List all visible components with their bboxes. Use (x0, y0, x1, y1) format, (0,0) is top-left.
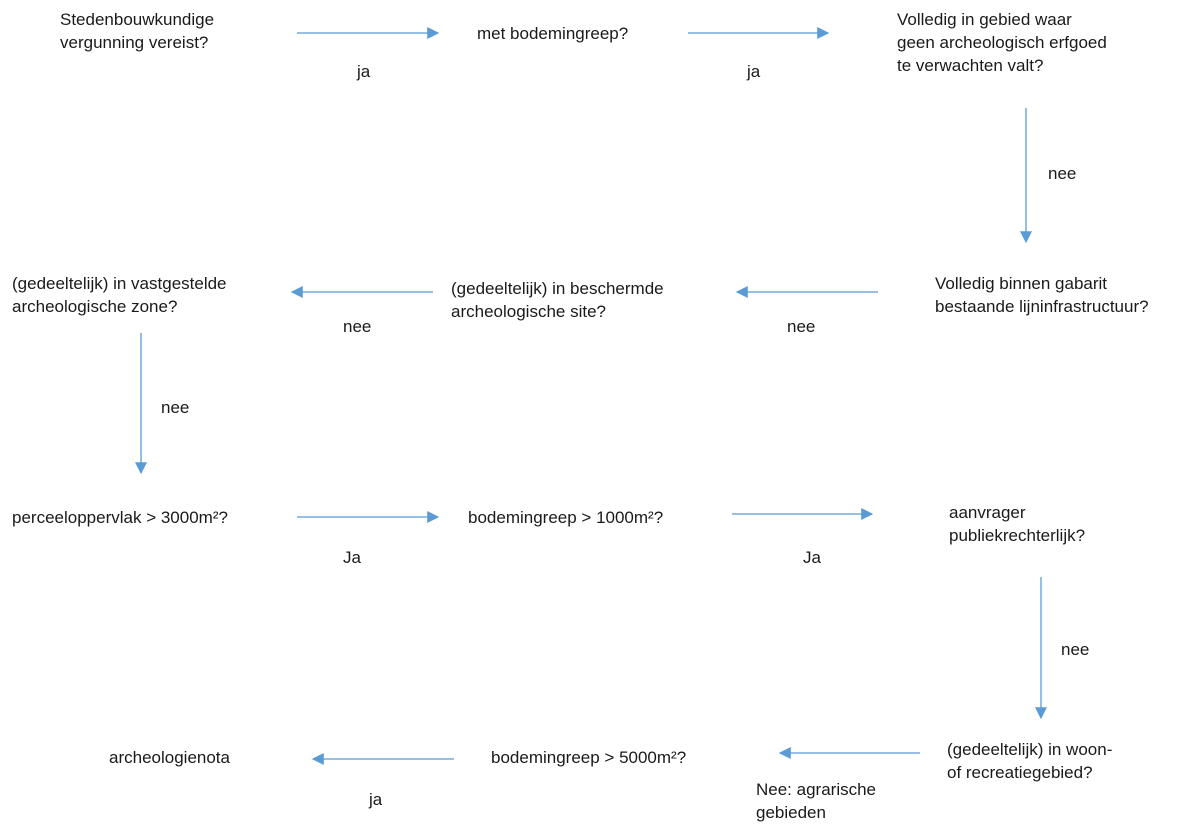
edge-label-n6-n7: nee (161, 396, 189, 419)
text-line: geen archeologisch erfgoed (897, 33, 1107, 52)
edge-label-n1-n2: ja (357, 60, 370, 83)
edge-label-n3-n4: nee (1048, 162, 1076, 185)
text-line: ja (369, 790, 383, 809)
text-line: perceeloppervlak > 3000m²? (12, 508, 228, 527)
edge-label-n10-n11: Nee: agrarische gebieden (756, 778, 876, 824)
text-line: aanvrager (949, 503, 1026, 522)
text-line: (gedeeltelijk) in vastgestelde (12, 274, 227, 293)
edge-label-n2-n3: ja (747, 60, 760, 83)
text-line: archeologische zone? (12, 297, 178, 316)
text-line: Ja (803, 548, 821, 567)
edge-label-n7-n8: Ja (343, 546, 361, 569)
text-line: Nee: agrarische (756, 780, 877, 799)
text-line: te verwachten valt? (897, 56, 1044, 75)
text-line: nee (1061, 640, 1090, 659)
text-line: ja (747, 62, 761, 81)
text-line: Stedenbouwkundige (60, 10, 215, 29)
node-lijninfrastructuur: Volledig binnen gabarit bestaande lijninf… (935, 272, 1149, 318)
node-aanvrager-publiekrechterlijk: aanvrager publiekrechterlijk? (949, 501, 1085, 547)
text-line: Volledig binnen gabarit (935, 274, 1108, 293)
text-line: met bodemingreep? (477, 24, 629, 43)
text-line: bodemingreep > 5000m²? (491, 748, 687, 767)
node-bodemingreep-1000: bodemingreep > 1000m²? (468, 506, 663, 529)
node-perceeloppervlak: perceeloppervlak > 3000m²? (12, 506, 228, 529)
text-line: archeologienota (109, 748, 230, 767)
node-geen-archeologisch-erfgoed: Volledig in gebied waar geen archeologisc… (897, 8, 1107, 77)
node-archeologienota: archeologienota (109, 746, 230, 769)
text-line: nee (1048, 164, 1077, 183)
node-vastgestelde-archeologische-zone: (gedeeltelijk) in vastgestelde archeologi… (12, 272, 227, 318)
text-line: bestaande lijninfrastructuur? (935, 297, 1149, 316)
edge-label-n5-n6: nee (343, 315, 371, 338)
node-woon-of-recreatiegebied: (gedeeltelijk) in woon-of recreatiegebie… (947, 738, 1112, 784)
node-met-bodemingreep: met bodemingreep? (477, 22, 628, 45)
text-line: Ja (343, 548, 361, 567)
text-line: nee (787, 317, 816, 336)
text-line: (gedeeltelijk) in beschermde (451, 279, 664, 298)
node-stedenbouwkundige-vergunning: Stedenbouwkundige vergunning vereist? (60, 8, 214, 54)
text-line: (gedeeltelijk) in woon- (947, 740, 1113, 759)
text-line: nee (343, 317, 372, 336)
text-line: vergunning vereist? (60, 33, 209, 52)
text-line: of recreatiegebied? (947, 763, 1093, 782)
node-beschermde-archeologische-site: (gedeeltelijk) in beschermde archeologisc… (451, 277, 664, 323)
edge-label-n11-n12: ja (369, 788, 382, 811)
text-line: archeologische site? (451, 302, 606, 321)
text-line: publiekrechterlijk? (949, 526, 1086, 545)
text-line: ja (357, 62, 371, 81)
text-line: gebieden (756, 803, 826, 822)
node-bodemingreep-5000: bodemingreep > 5000m²? (491, 746, 686, 769)
text-line: Volledig in gebied waar (897, 10, 1072, 29)
edge-label-n9-n10: nee (1061, 638, 1089, 661)
text-line: bodemingreep > 1000m²? (468, 508, 664, 527)
edge-label-n8-n9: Ja (803, 546, 821, 569)
edge-label-n4-n5: nee (787, 315, 815, 338)
text-line: nee (161, 398, 190, 417)
